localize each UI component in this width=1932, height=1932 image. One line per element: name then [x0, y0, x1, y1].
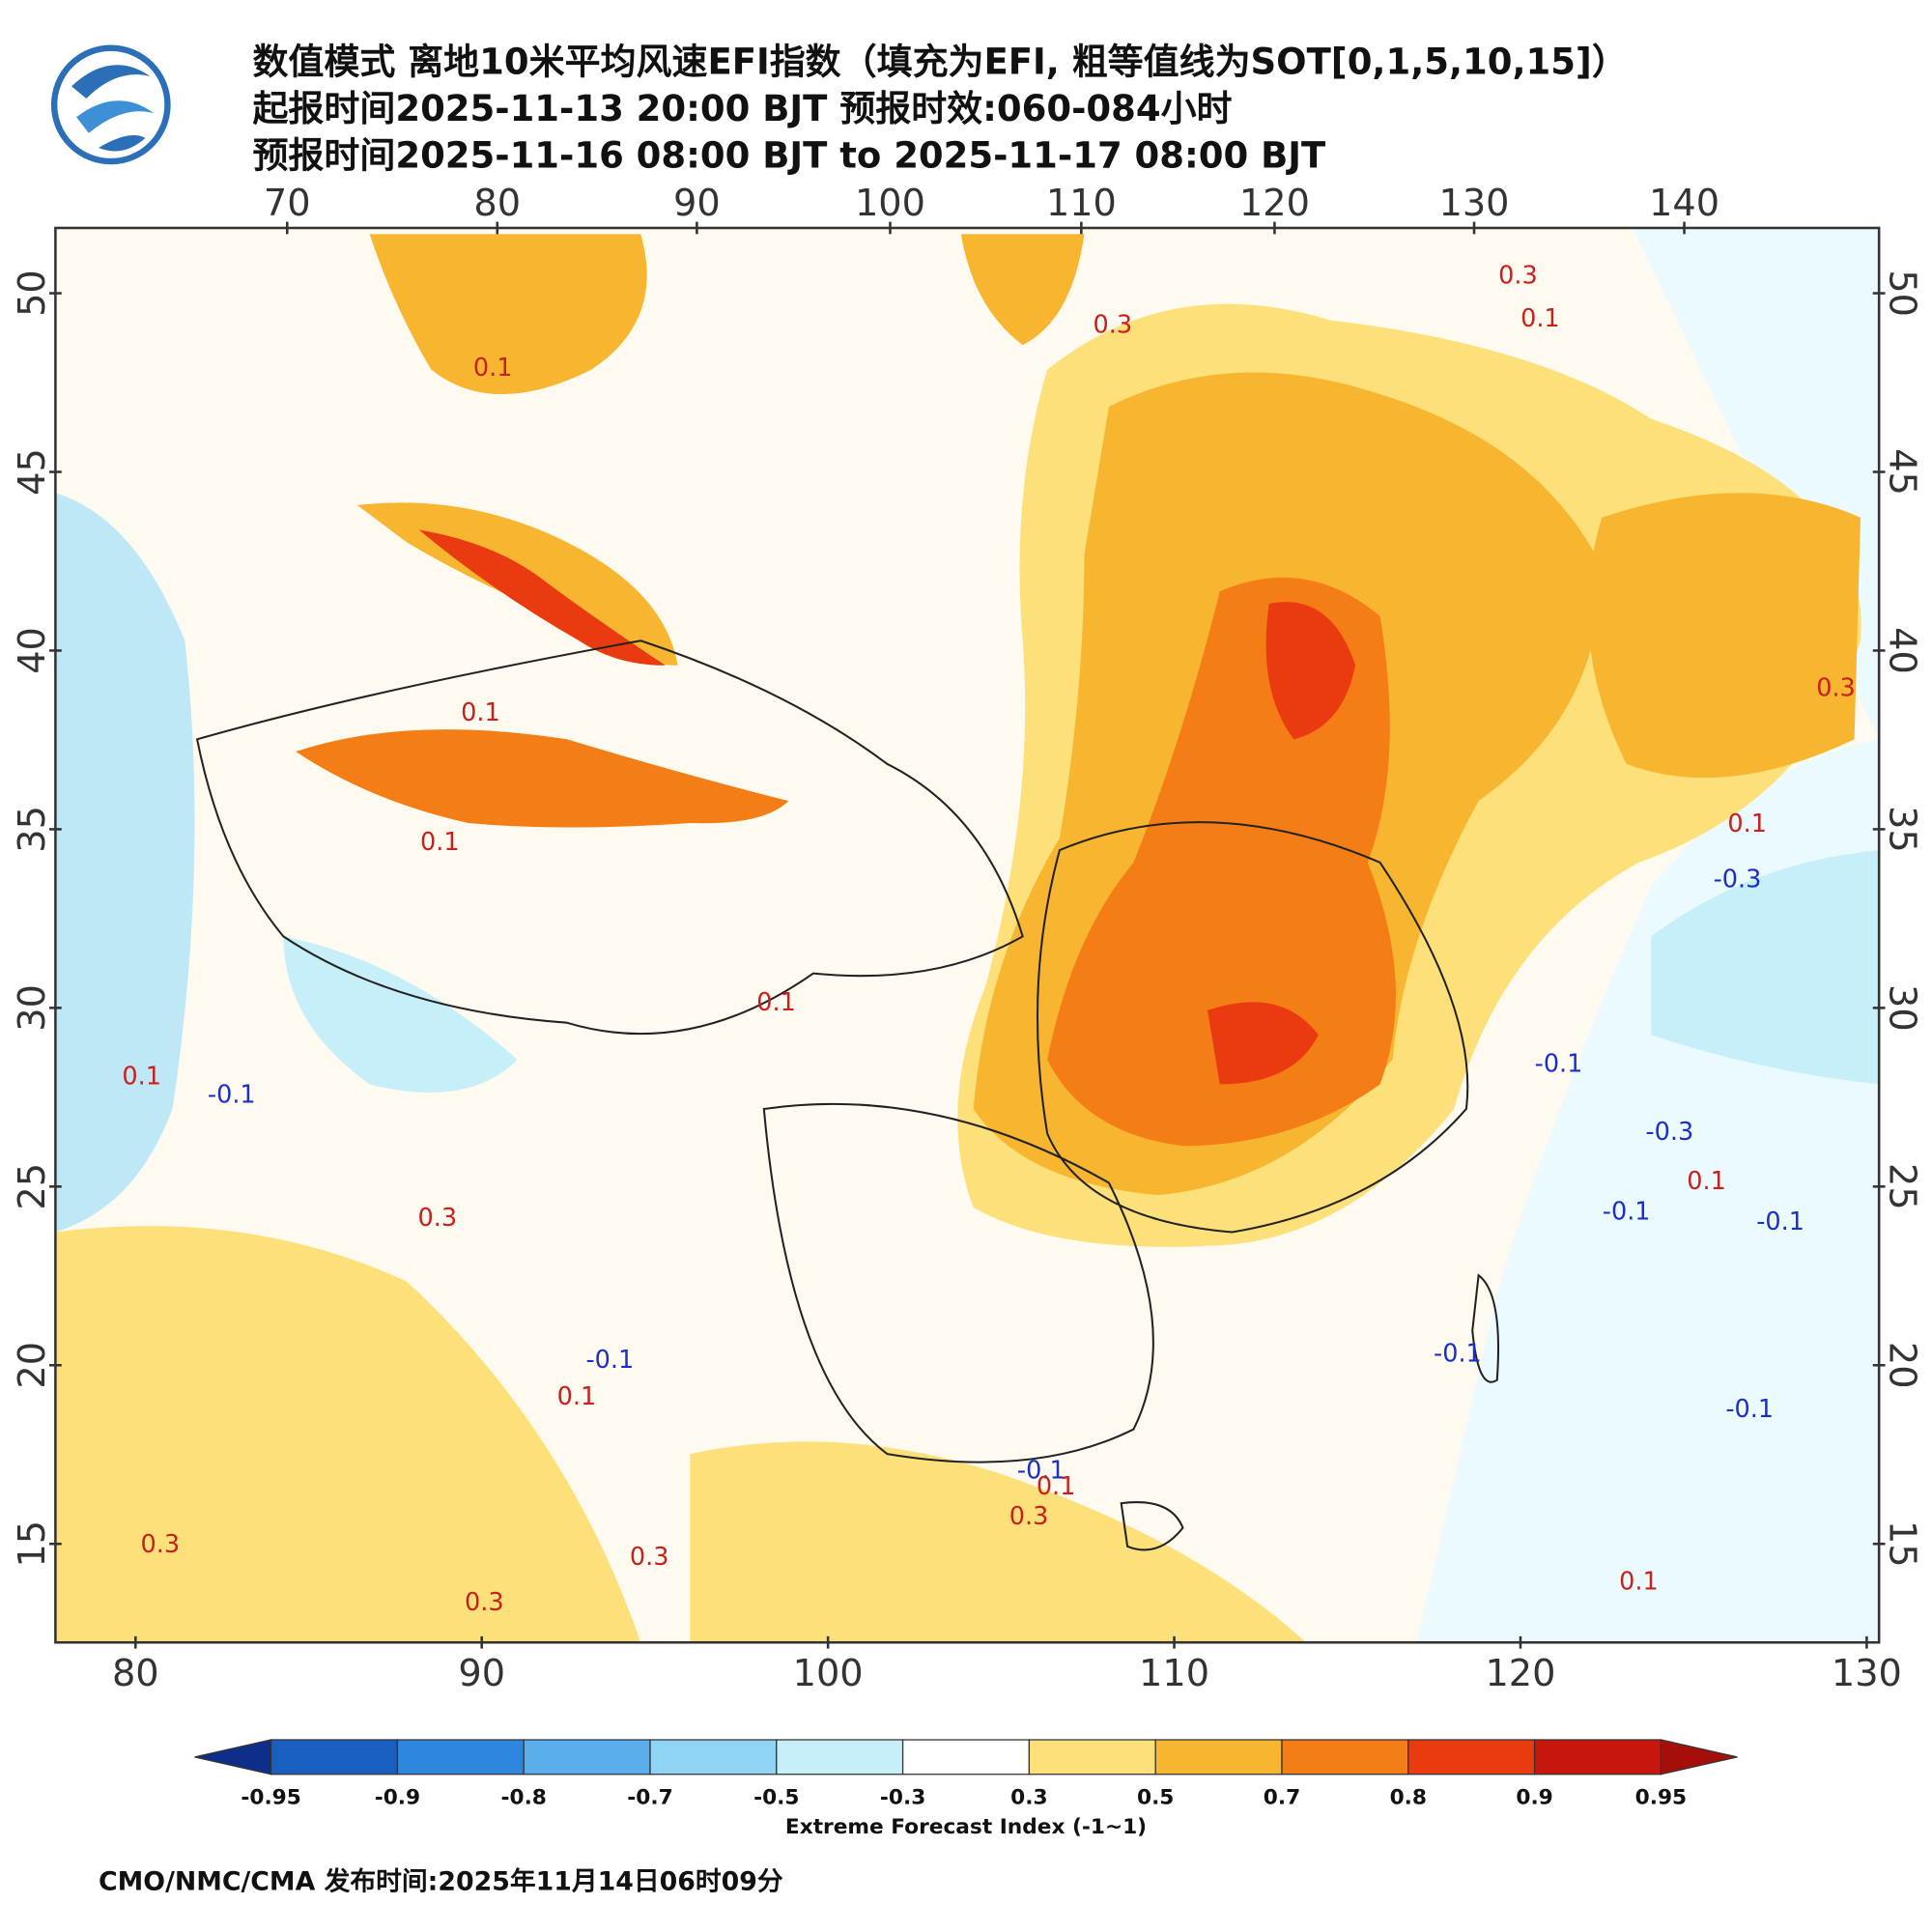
- contour-label: 0.1: [473, 354, 513, 383]
- lat-label-right: 30: [1881, 984, 1924, 1032]
- lat-label-left: 50: [11, 270, 54, 317]
- colorbar-box: [270, 1739, 399, 1776]
- contour-label: 0.1: [1687, 1167, 1726, 1196]
- lon-label-top: 130: [1439, 182, 1510, 225]
- contour-label: 0.3: [1009, 1502, 1049, 1531]
- contour-label: -0.3: [1645, 1118, 1693, 1147]
- contour-label: -0.3: [1714, 865, 1762, 894]
- contour-label: -0.1: [208, 1081, 256, 1110]
- colorbar-box: [1533, 1739, 1662, 1776]
- colorbar-box: [396, 1739, 525, 1776]
- contour-label: 0.3: [630, 1543, 669, 1572]
- lat-label-left: 30: [11, 984, 54, 1032]
- contour-label: 0.1: [1520, 304, 1560, 333]
- contour-label: 0.1: [1727, 810, 1767, 838]
- colorbar-box: [776, 1739, 904, 1776]
- issue-time: 起报时间2025-11-13 20:00 BJT 预报时效:060-084小时: [252, 88, 1232, 129]
- contour-label: 0.1: [756, 988, 796, 1017]
- lat-label-right: 35: [1881, 806, 1924, 853]
- colorbar-box: [1028, 1739, 1156, 1776]
- contour-label: 0.1: [1037, 1472, 1076, 1501]
- colorbar-tick-label: 0.95: [1635, 1785, 1687, 1809]
- contour-label: 0.1: [420, 828, 460, 857]
- colorbar-label: Extreme Forecast Index (-1~1): [785, 1815, 1147, 1839]
- colorbar-tick-label: 0.7: [1264, 1785, 1300, 1809]
- contour-label: 0.3: [1094, 310, 1133, 339]
- contour-label: 0.3: [1498, 261, 1538, 290]
- colorbar-arrow: [194, 1739, 272, 1776]
- lon-label-top: 110: [1046, 182, 1117, 225]
- colorbar-tick-label: -0.95: [241, 1785, 300, 1809]
- contour-label: 0.1: [122, 1062, 161, 1091]
- contour-label: -0.1: [1756, 1208, 1804, 1236]
- lat-label-right: 50: [1881, 270, 1924, 317]
- contour-label: 0.3: [1816, 674, 1856, 703]
- lon-label-top: 90: [673, 182, 721, 225]
- lon-label-bottom: 80: [112, 1652, 159, 1695]
- contour-label: 0.1: [1619, 1567, 1659, 1596]
- colorbar-tick-label: -0.7: [627, 1785, 672, 1809]
- lon-label-bottom: 100: [793, 1652, 864, 1695]
- lat-label-right: 45: [1881, 448, 1924, 496]
- colorbar-box: [1281, 1739, 1409, 1776]
- lat-label-right: 25: [1881, 1163, 1924, 1210]
- lat-label-left: 35: [11, 806, 54, 853]
- colorbar-box: [1407, 1739, 1536, 1776]
- lat-label-left: 40: [11, 627, 54, 674]
- colorbar-tick-label: 0.8: [1390, 1785, 1427, 1809]
- colorbar-box: [523, 1739, 651, 1776]
- lat-label-right: 40: [1881, 627, 1924, 674]
- lon-label-top: 140: [1649, 182, 1719, 225]
- colorbar-tick-label: 0.5: [1137, 1785, 1174, 1809]
- contour-label: 0.3: [141, 1530, 181, 1559]
- contour-label: -0.1: [1017, 1457, 1065, 1486]
- contour-label: -0.1: [1725, 1395, 1774, 1424]
- lon-label-top: 100: [855, 182, 925, 225]
- logo: [50, 44, 171, 165]
- lon-label-bottom: 120: [1485, 1652, 1555, 1695]
- contour-label: -0.1: [1603, 1198, 1651, 1227]
- valid-time: 预报时间2025-11-16 08:00 BJT to 2025-11-17 0…: [252, 134, 1326, 176]
- colorbar-tick-label: -0.5: [753, 1785, 799, 1809]
- colorbar-arrow: [1660, 1739, 1738, 1776]
- colorbar-tick-label: -0.9: [375, 1785, 420, 1809]
- colorbar-tick-label: 0.3: [1010, 1785, 1047, 1809]
- contour-label: 0.3: [418, 1204, 458, 1233]
- lat-label-right: 15: [1881, 1520, 1924, 1568]
- colorbar-box: [901, 1739, 1031, 1776]
- lat-label-left: 15: [11, 1520, 54, 1568]
- colorbar-tick-label: -0.3: [880, 1785, 925, 1809]
- lat-label-left: 45: [11, 448, 54, 496]
- lat-label-right: 20: [1881, 1342, 1924, 1389]
- lon-label-top: 70: [264, 182, 311, 225]
- contour-label: 0.1: [557, 1382, 597, 1411]
- colorbar-box: [649, 1739, 778, 1776]
- footer: CMO/NMC/CMA 发布时间:2025年11月14日06时09分: [99, 1866, 783, 1897]
- title: 数值模式 离地10米平均风速EFI指数（填充为EFI, 粗等值线为SOT[0,1…: [252, 42, 1627, 83]
- colorbar-tick-label: 0.9: [1516, 1785, 1552, 1809]
- lon-label-top: 120: [1239, 182, 1310, 225]
- contour-label: -0.1: [1434, 1339, 1482, 1368]
- lat-label-left: 20: [11, 1342, 54, 1389]
- lon-label-bottom: 110: [1139, 1652, 1209, 1695]
- contour-label: -0.1: [1535, 1050, 1583, 1079]
- contour-label: -0.1: [585, 1346, 634, 1375]
- colorbar-tick-label: -0.8: [501, 1785, 547, 1809]
- contour-label: 0.1: [461, 698, 500, 727]
- lon-label-top: 80: [473, 182, 521, 225]
- map: [54, 226, 1881, 1644]
- lon-label-bottom: 90: [458, 1652, 505, 1695]
- colorbar-box: [1154, 1739, 1283, 1776]
- contour-label: 0.3: [465, 1588, 504, 1617]
- lon-label-bottom: 130: [1832, 1652, 1902, 1695]
- lat-label-left: 25: [11, 1163, 54, 1210]
